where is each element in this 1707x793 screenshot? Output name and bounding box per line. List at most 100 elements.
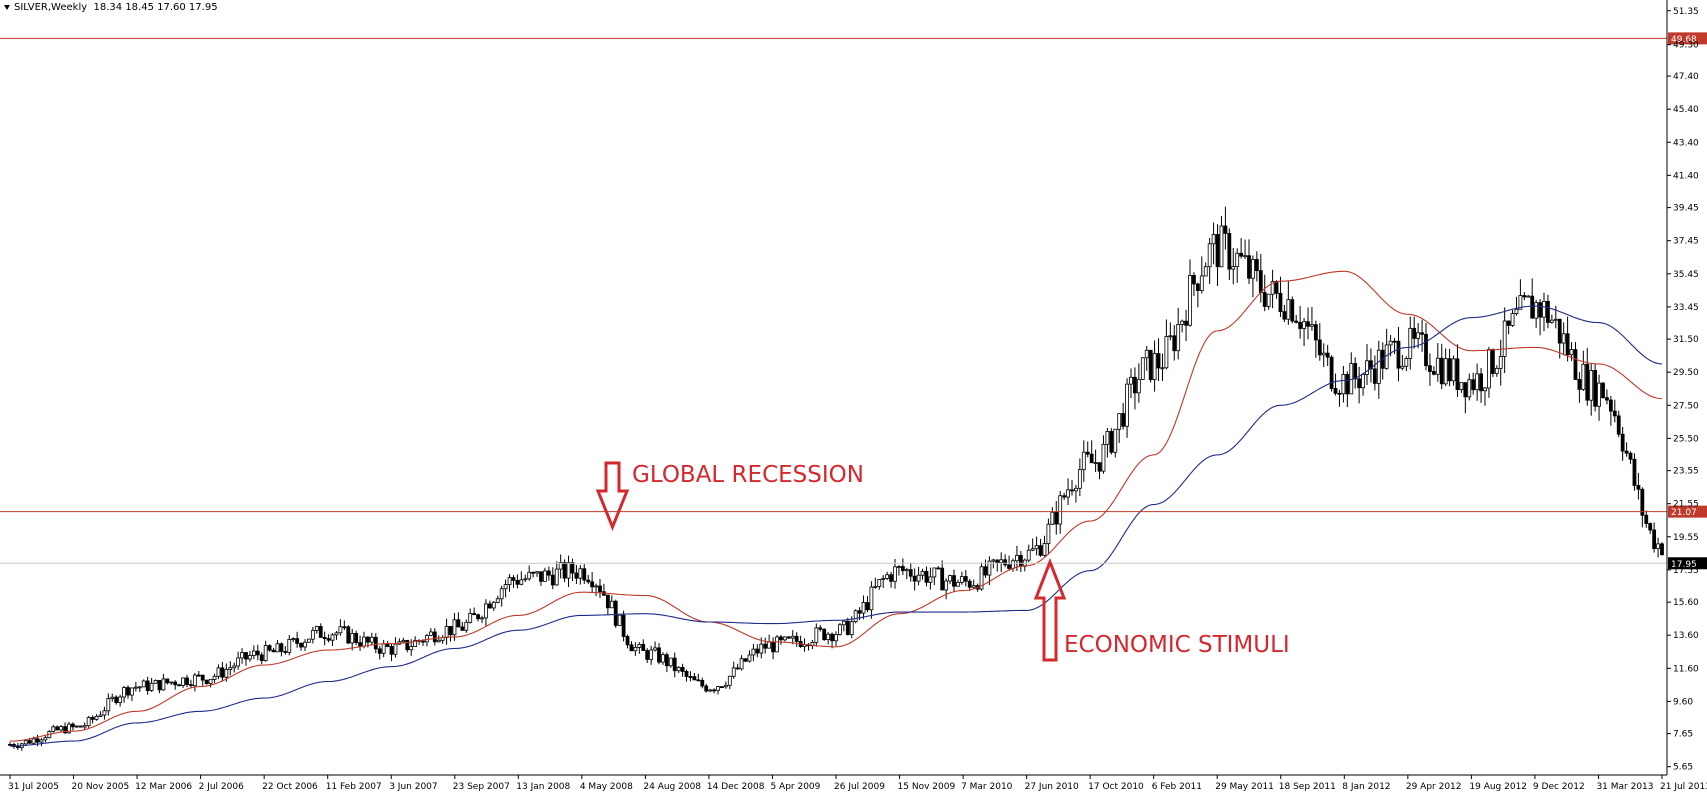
candle-body: [1062, 495, 1067, 498]
candle-body: [338, 626, 343, 634]
candle-body: [1231, 266, 1236, 270]
candle-body: [133, 686, 138, 689]
candle-body: [857, 610, 862, 614]
candle-body: [51, 726, 56, 732]
candle-body: [212, 675, 217, 680]
x-tick-label: 31 Mar 2013: [1596, 782, 1653, 792]
candle-body: [78, 725, 83, 728]
candle-body: [1624, 450, 1629, 454]
candle-body: [1093, 462, 1098, 465]
candle-body: [720, 686, 724, 689]
candle-body: [1251, 259, 1255, 279]
candle-body: [1015, 555, 1019, 562]
candle-body: [1502, 320, 1507, 357]
candle-body: [590, 581, 595, 588]
candle-body: [1487, 349, 1491, 389]
candle-body: [1372, 368, 1377, 384]
x-tick-label: 19 Aug 2012: [1469, 782, 1527, 792]
candle-body: [362, 636, 366, 647]
candle-body: [1243, 255, 1247, 258]
horizontal-level-tag: [1668, 32, 1707, 45]
candle-body: [1003, 559, 1008, 566]
candle-body: [1034, 545, 1039, 550]
candle-body: [779, 636, 783, 641]
candle-body: [979, 566, 984, 590]
candle-body: [1608, 399, 1613, 412]
x-tick-label: 12 Mar 2006: [135, 782, 192, 792]
candle-body: [141, 680, 146, 688]
candle-body: [672, 657, 677, 672]
candle-body: [8, 743, 12, 746]
candle-body: [1518, 295, 1523, 310]
chevron-down-icon[interactable]: [4, 4, 10, 10]
candle-body: [637, 643, 642, 648]
candle-body: [350, 633, 355, 644]
candle-body: [759, 643, 764, 654]
candle-body: [885, 574, 890, 579]
candle-body: [1494, 367, 1499, 374]
candle-body: [1011, 560, 1015, 569]
moving-averages-layer: [9, 270, 1663, 747]
candle-body: [763, 643, 768, 649]
candle-body: [43, 737, 48, 741]
candle-body: [165, 678, 170, 684]
candle-body: [1557, 318, 1562, 344]
candle-body: [1160, 367, 1165, 370]
candle-body: [495, 598, 500, 603]
x-tick-label: 21 Jul 2013: [1660, 782, 1707, 792]
horizontal-level-tag: [1668, 505, 1707, 518]
candle-body: [735, 667, 740, 670]
candle-body: [723, 684, 728, 688]
candle-body: [102, 710, 107, 716]
candle-body: [55, 726, 60, 731]
candle-body: [181, 677, 185, 686]
candle-body: [1593, 370, 1598, 407]
candle-body: [995, 559, 1000, 564]
candle-body: [515, 580, 520, 585]
y-tick-label: 19.55: [1673, 533, 1699, 543]
x-tick-label: 31 Jul 2005: [8, 782, 59, 792]
candle-body: [436, 639, 441, 643]
candle-body: [1443, 358, 1448, 385]
candle-body: [1628, 452, 1633, 460]
candle-body: [491, 601, 496, 609]
candle-body: [373, 636, 378, 650]
candle-body: [1345, 373, 1350, 395]
candle-body: [393, 643, 398, 655]
candle-body: [889, 574, 893, 582]
candle-body: [1152, 353, 1157, 380]
candle-body: [1085, 451, 1090, 455]
candle-body: [303, 641, 307, 648]
candle-body: [185, 677, 189, 685]
candle-body: [1109, 431, 1114, 453]
candle-body: [543, 570, 547, 582]
candle-body: [987, 560, 992, 576]
candle-body: [110, 696, 115, 699]
x-tick-label: 6 Feb 2011: [1152, 782, 1202, 792]
candle-body: [1054, 511, 1059, 525]
candle-body: [1199, 275, 1204, 291]
candle-body: [1392, 340, 1397, 343]
candle-body: [1455, 358, 1460, 391]
candle-body: [959, 576, 964, 583]
candle-body: [814, 627, 819, 643]
candle-body: [830, 633, 834, 642]
candle-body: [1605, 397, 1609, 401]
candle-body: [1188, 275, 1192, 326]
y-tick-label: 13.60: [1673, 631, 1699, 641]
candle-body: [1298, 321, 1303, 329]
candle-body: [633, 647, 638, 652]
candle-body: [1184, 320, 1188, 326]
candle-body: [444, 625, 449, 639]
candle-body: [1514, 308, 1519, 314]
candle-body: [841, 620, 846, 626]
candle-body: [295, 638, 300, 644]
candle-body: [67, 723, 71, 734]
candle-body: [558, 562, 563, 570]
candle-body: [1585, 363, 1590, 401]
x-tick-label: 11 Feb 2007: [326, 782, 382, 792]
x-tick-label: 3 Jun 2007: [389, 782, 437, 792]
candle-body: [1463, 382, 1468, 398]
candle-body: [786, 636, 791, 639]
candle-body: [1302, 321, 1306, 329]
